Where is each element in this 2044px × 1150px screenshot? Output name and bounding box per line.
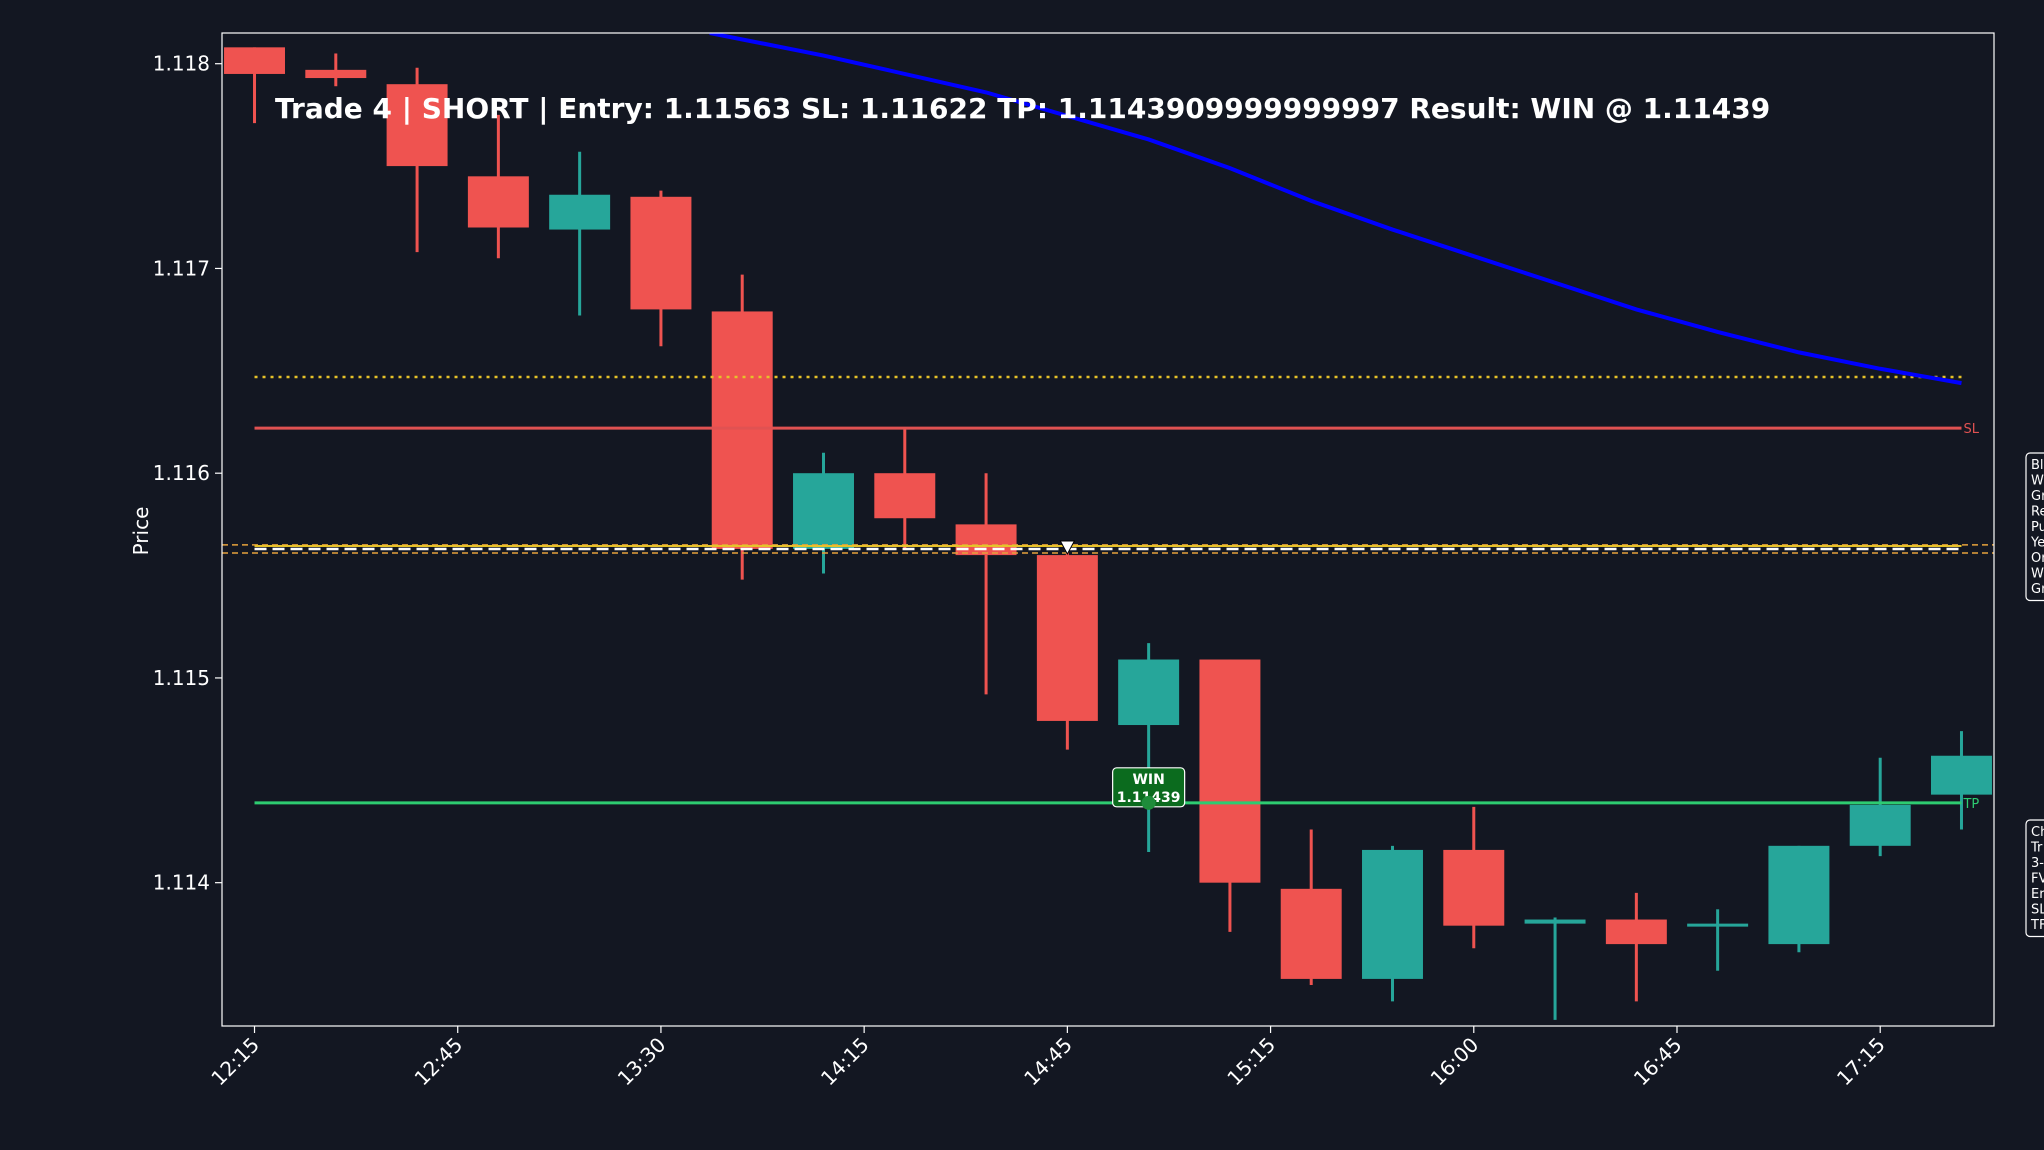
legend-info-box — [2025, 819, 2044, 938]
candle-body — [630, 196, 692, 310]
y-tick-label: 1.118 — [153, 52, 210, 76]
x-tick-label: 16:45 — [1629, 1033, 1687, 1091]
plot-frame — [221, 32, 1995, 1027]
candle-body — [1687, 923, 1749, 927]
x-tick-label: 14:45 — [1019, 1033, 1077, 1091]
legend-info-item: Er — [2031, 887, 2044, 902]
y-tick-label: 1.115 — [153, 666, 210, 690]
legend-info-item: FV — [2031, 872, 2044, 887]
legend-colors-item: Bl — [2031, 458, 2044, 473]
x-tick-label: 14:15 — [816, 1033, 874, 1091]
chart-title: Trade 4 | SHORT | Entry: 1.11563 SL: 1.1… — [275, 92, 1770, 125]
legend-colors-item: Gr — [2031, 582, 2044, 597]
entry-marker-icon — [1059, 540, 1076, 556]
candle-body — [224, 47, 285, 74]
legend-colors-item: Re — [2031, 505, 2044, 520]
legend-info-item: Tr — [2030, 841, 2043, 856]
legend-colors-item: W — [2031, 474, 2044, 489]
candle-body — [1524, 919, 1586, 924]
candle-body — [1768, 845, 1830, 945]
candle-body — [874, 473, 936, 519]
legend-info-item: Ch — [2031, 825, 2044, 840]
candle-body — [793, 473, 854, 549]
legend-colors-item: Gr — [2031, 489, 2044, 504]
take-profit-label: TP — [1962, 797, 1979, 812]
candle-body — [1036, 555, 1098, 721]
legend-colors-item: Ye — [2030, 536, 2044, 551]
x-tick-label: 12:15 — [206, 1033, 264, 1091]
y-tick-label: 1.116 — [153, 461, 210, 485]
legend-colors-item: Pu — [2031, 520, 2044, 535]
candle-body — [1931, 755, 1992, 795]
candle-body — [1199, 659, 1261, 883]
x-tick-label: 12:45 — [410, 1033, 468, 1091]
legend-colors-item: W — [2031, 567, 2044, 582]
x-tick-label: 13:30 — [613, 1033, 671, 1091]
candle-body — [1605, 919, 1667, 945]
x-tick-label: 16:00 — [1426, 1033, 1484, 1091]
candle-body — [955, 524, 1017, 556]
candle-body — [305, 69, 367, 79]
moving-average-line — [709, 33, 1962, 386]
y-tick-label: 1.117 — [153, 256, 210, 280]
legend-info-item: SL — [2031, 903, 2044, 918]
legend-info-item: 3- — [2031, 856, 2044, 871]
exit-marker-icon — [1141, 795, 1156, 810]
legend-colors-item: Or — [2031, 551, 2044, 566]
legend-colors-box — [2025, 452, 2044, 602]
legend-info-item: TF — [2030, 918, 2044, 933]
stop-loss-label: SL — [1963, 422, 1979, 437]
candle-body — [549, 194, 611, 230]
candle-body — [1118, 659, 1180, 726]
candle-body — [1443, 849, 1505, 926]
candle-body — [711, 311, 773, 549]
x-tick-label: 15:15 — [1222, 1033, 1280, 1091]
x-tick-label: 17:15 — [1832, 1033, 1890, 1091]
candle-body — [1362, 849, 1423, 979]
y-axis-label: Price — [129, 507, 153, 556]
candle-body — [1280, 888, 1342, 979]
candle-body — [1849, 804, 1911, 846]
win-label-text: WIN — [1132, 772, 1164, 788]
candle-body — [386, 84, 448, 167]
candle-body — [467, 176, 529, 228]
y-tick-label: 1.114 — [153, 871, 210, 895]
